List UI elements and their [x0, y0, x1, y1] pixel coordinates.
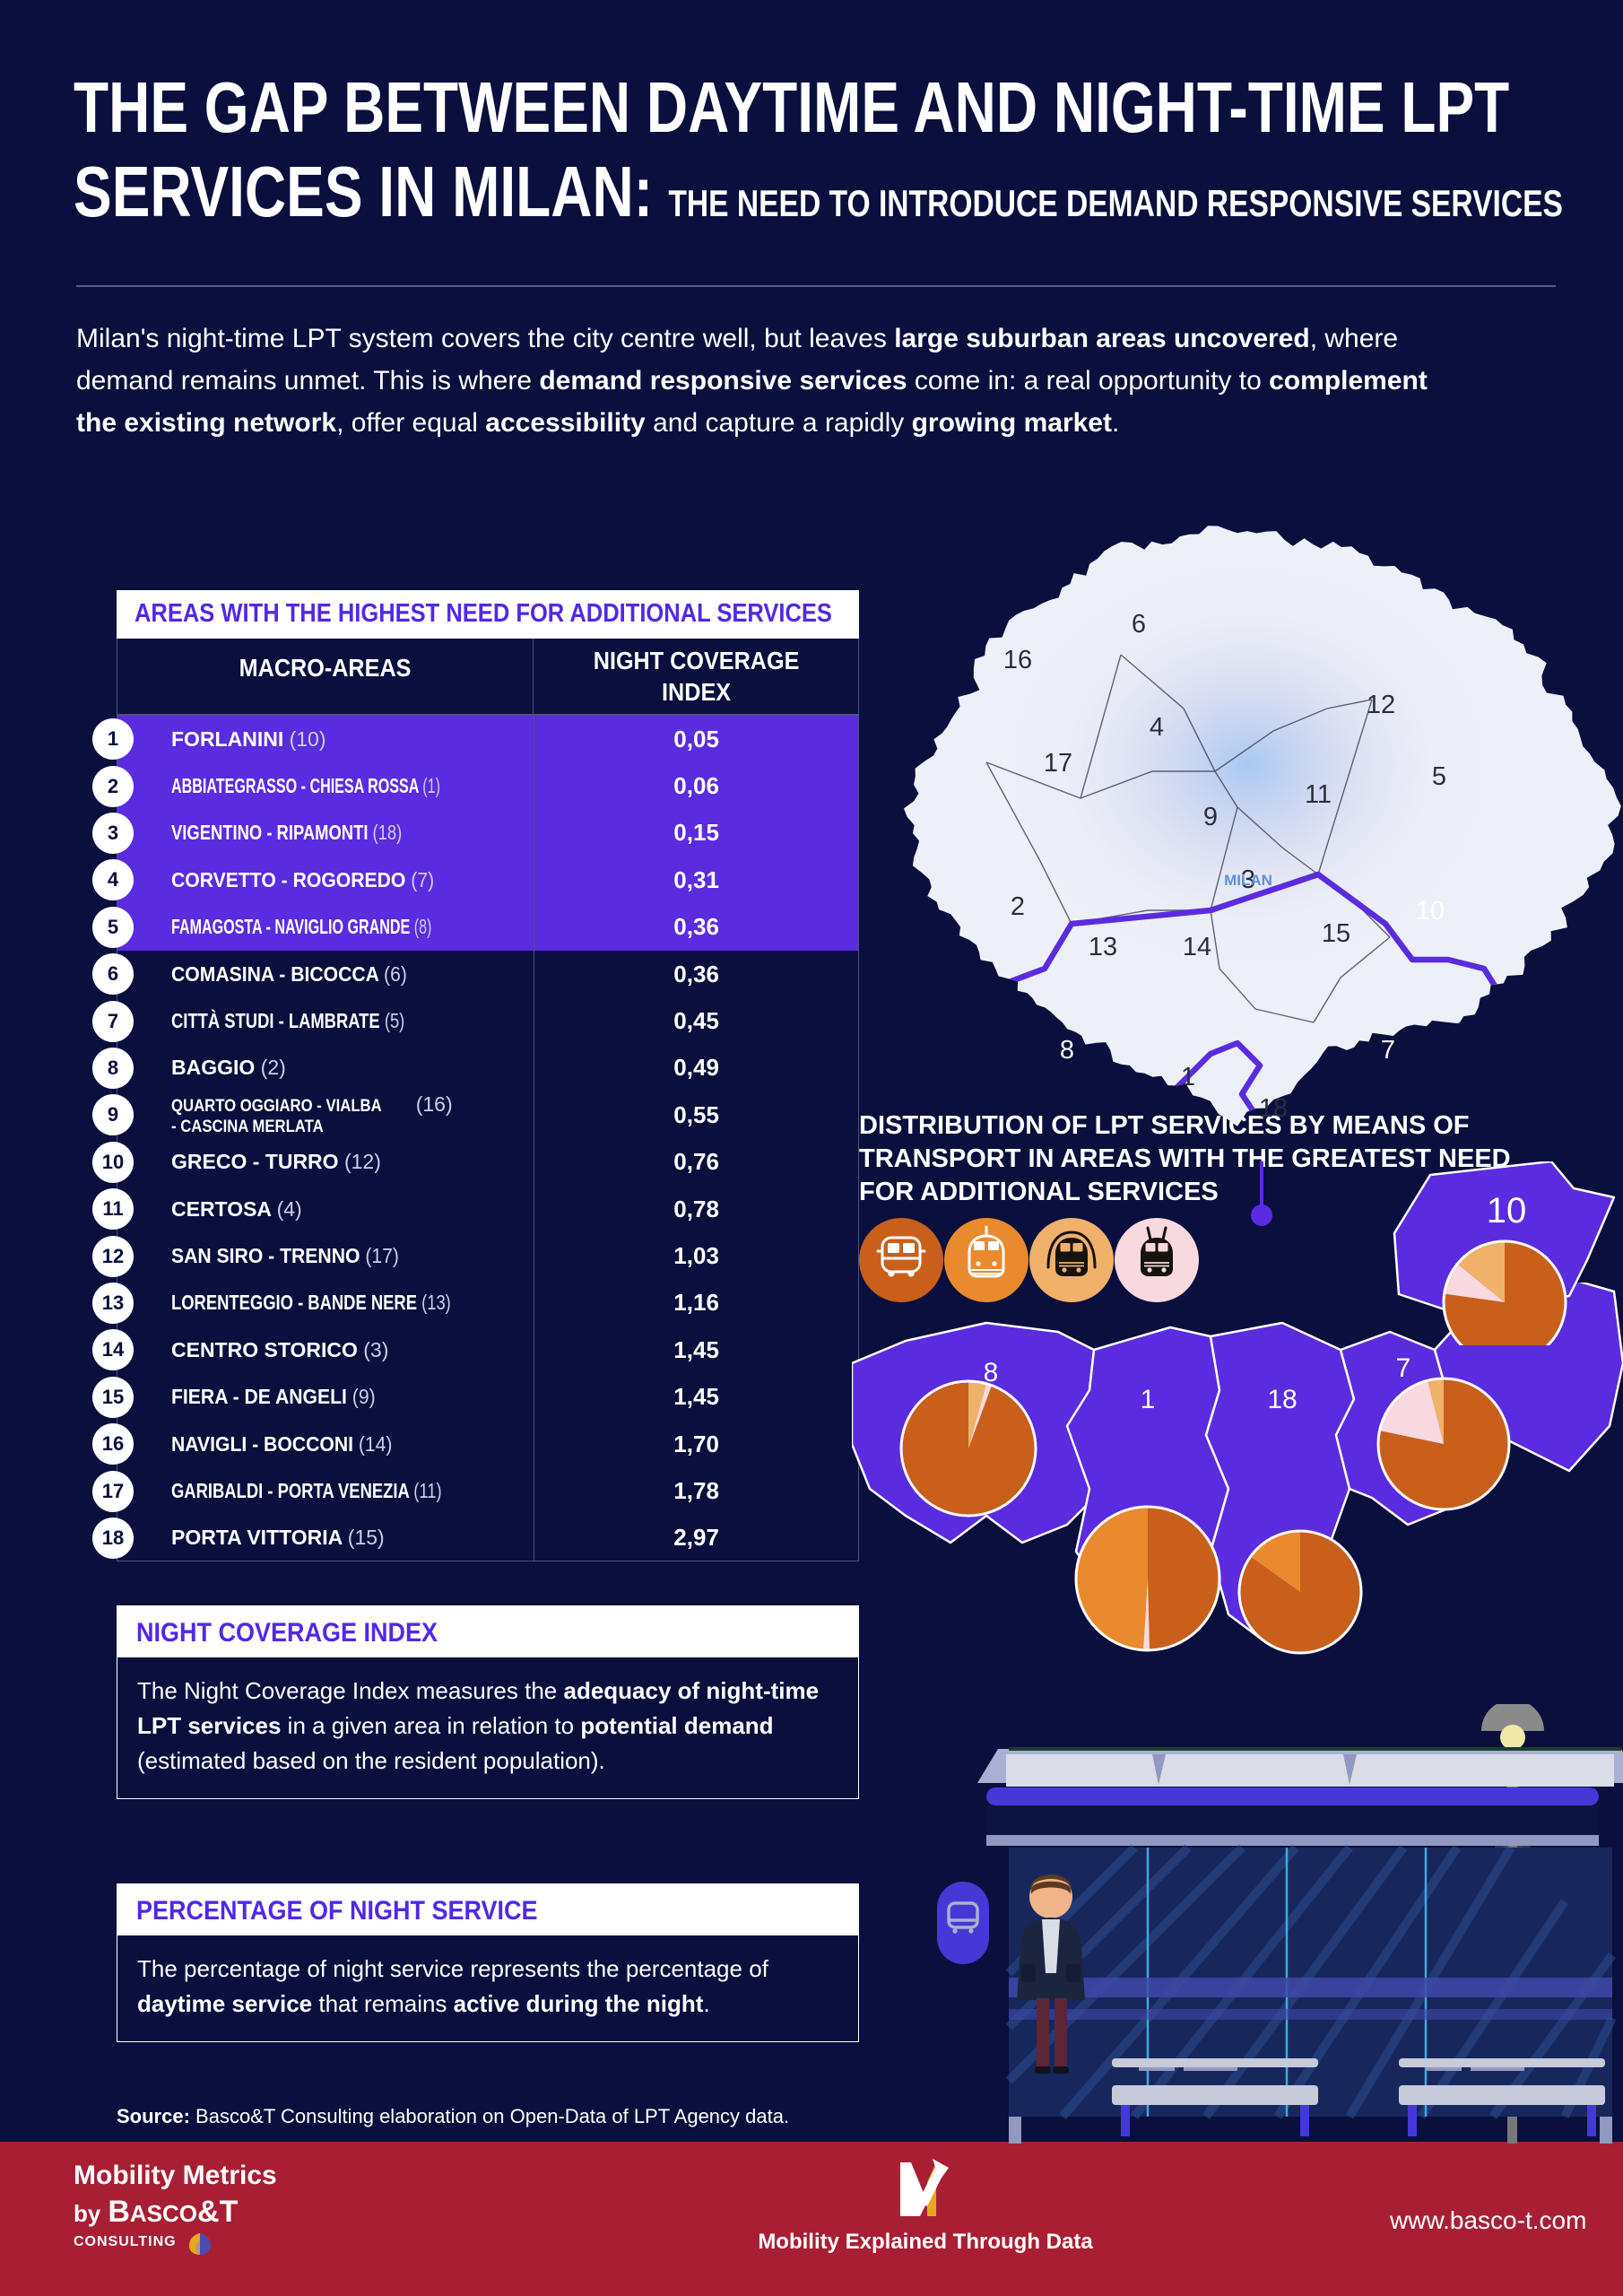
svg-text:18: 18: [1259, 1094, 1288, 1123]
svg-text:12: 12: [1367, 691, 1395, 719]
svg-text:1: 1: [1141, 1385, 1156, 1414]
svg-text:8: 8: [1060, 1036, 1074, 1065]
svg-text:5: 5: [1432, 762, 1446, 791]
svg-text:2: 2: [1011, 892, 1025, 921]
svg-text:9: 9: [1203, 803, 1218, 831]
svg-text:11: 11: [1305, 780, 1332, 809]
svg-text:7: 7: [1381, 1036, 1395, 1065]
svg-text:4: 4: [1150, 713, 1164, 742]
svg-text:10: 10: [1487, 1191, 1527, 1231]
svg-text:1: 1: [1181, 1063, 1195, 1091]
svg-text:16: 16: [1003, 646, 1032, 674]
svg-text:7: 7: [1396, 1353, 1411, 1383]
svg-text:13: 13: [1089, 933, 1117, 961]
svg-text:18: 18: [1267, 1385, 1297, 1414]
svg-text:10: 10: [1416, 897, 1445, 926]
svg-text:6: 6: [1132, 610, 1146, 639]
svg-text:MILAN: MILAN: [1224, 872, 1272, 889]
svg-text:15: 15: [1322, 919, 1350, 948]
svg-text:14: 14: [1183, 933, 1211, 961]
svg-text:17: 17: [1044, 749, 1072, 778]
